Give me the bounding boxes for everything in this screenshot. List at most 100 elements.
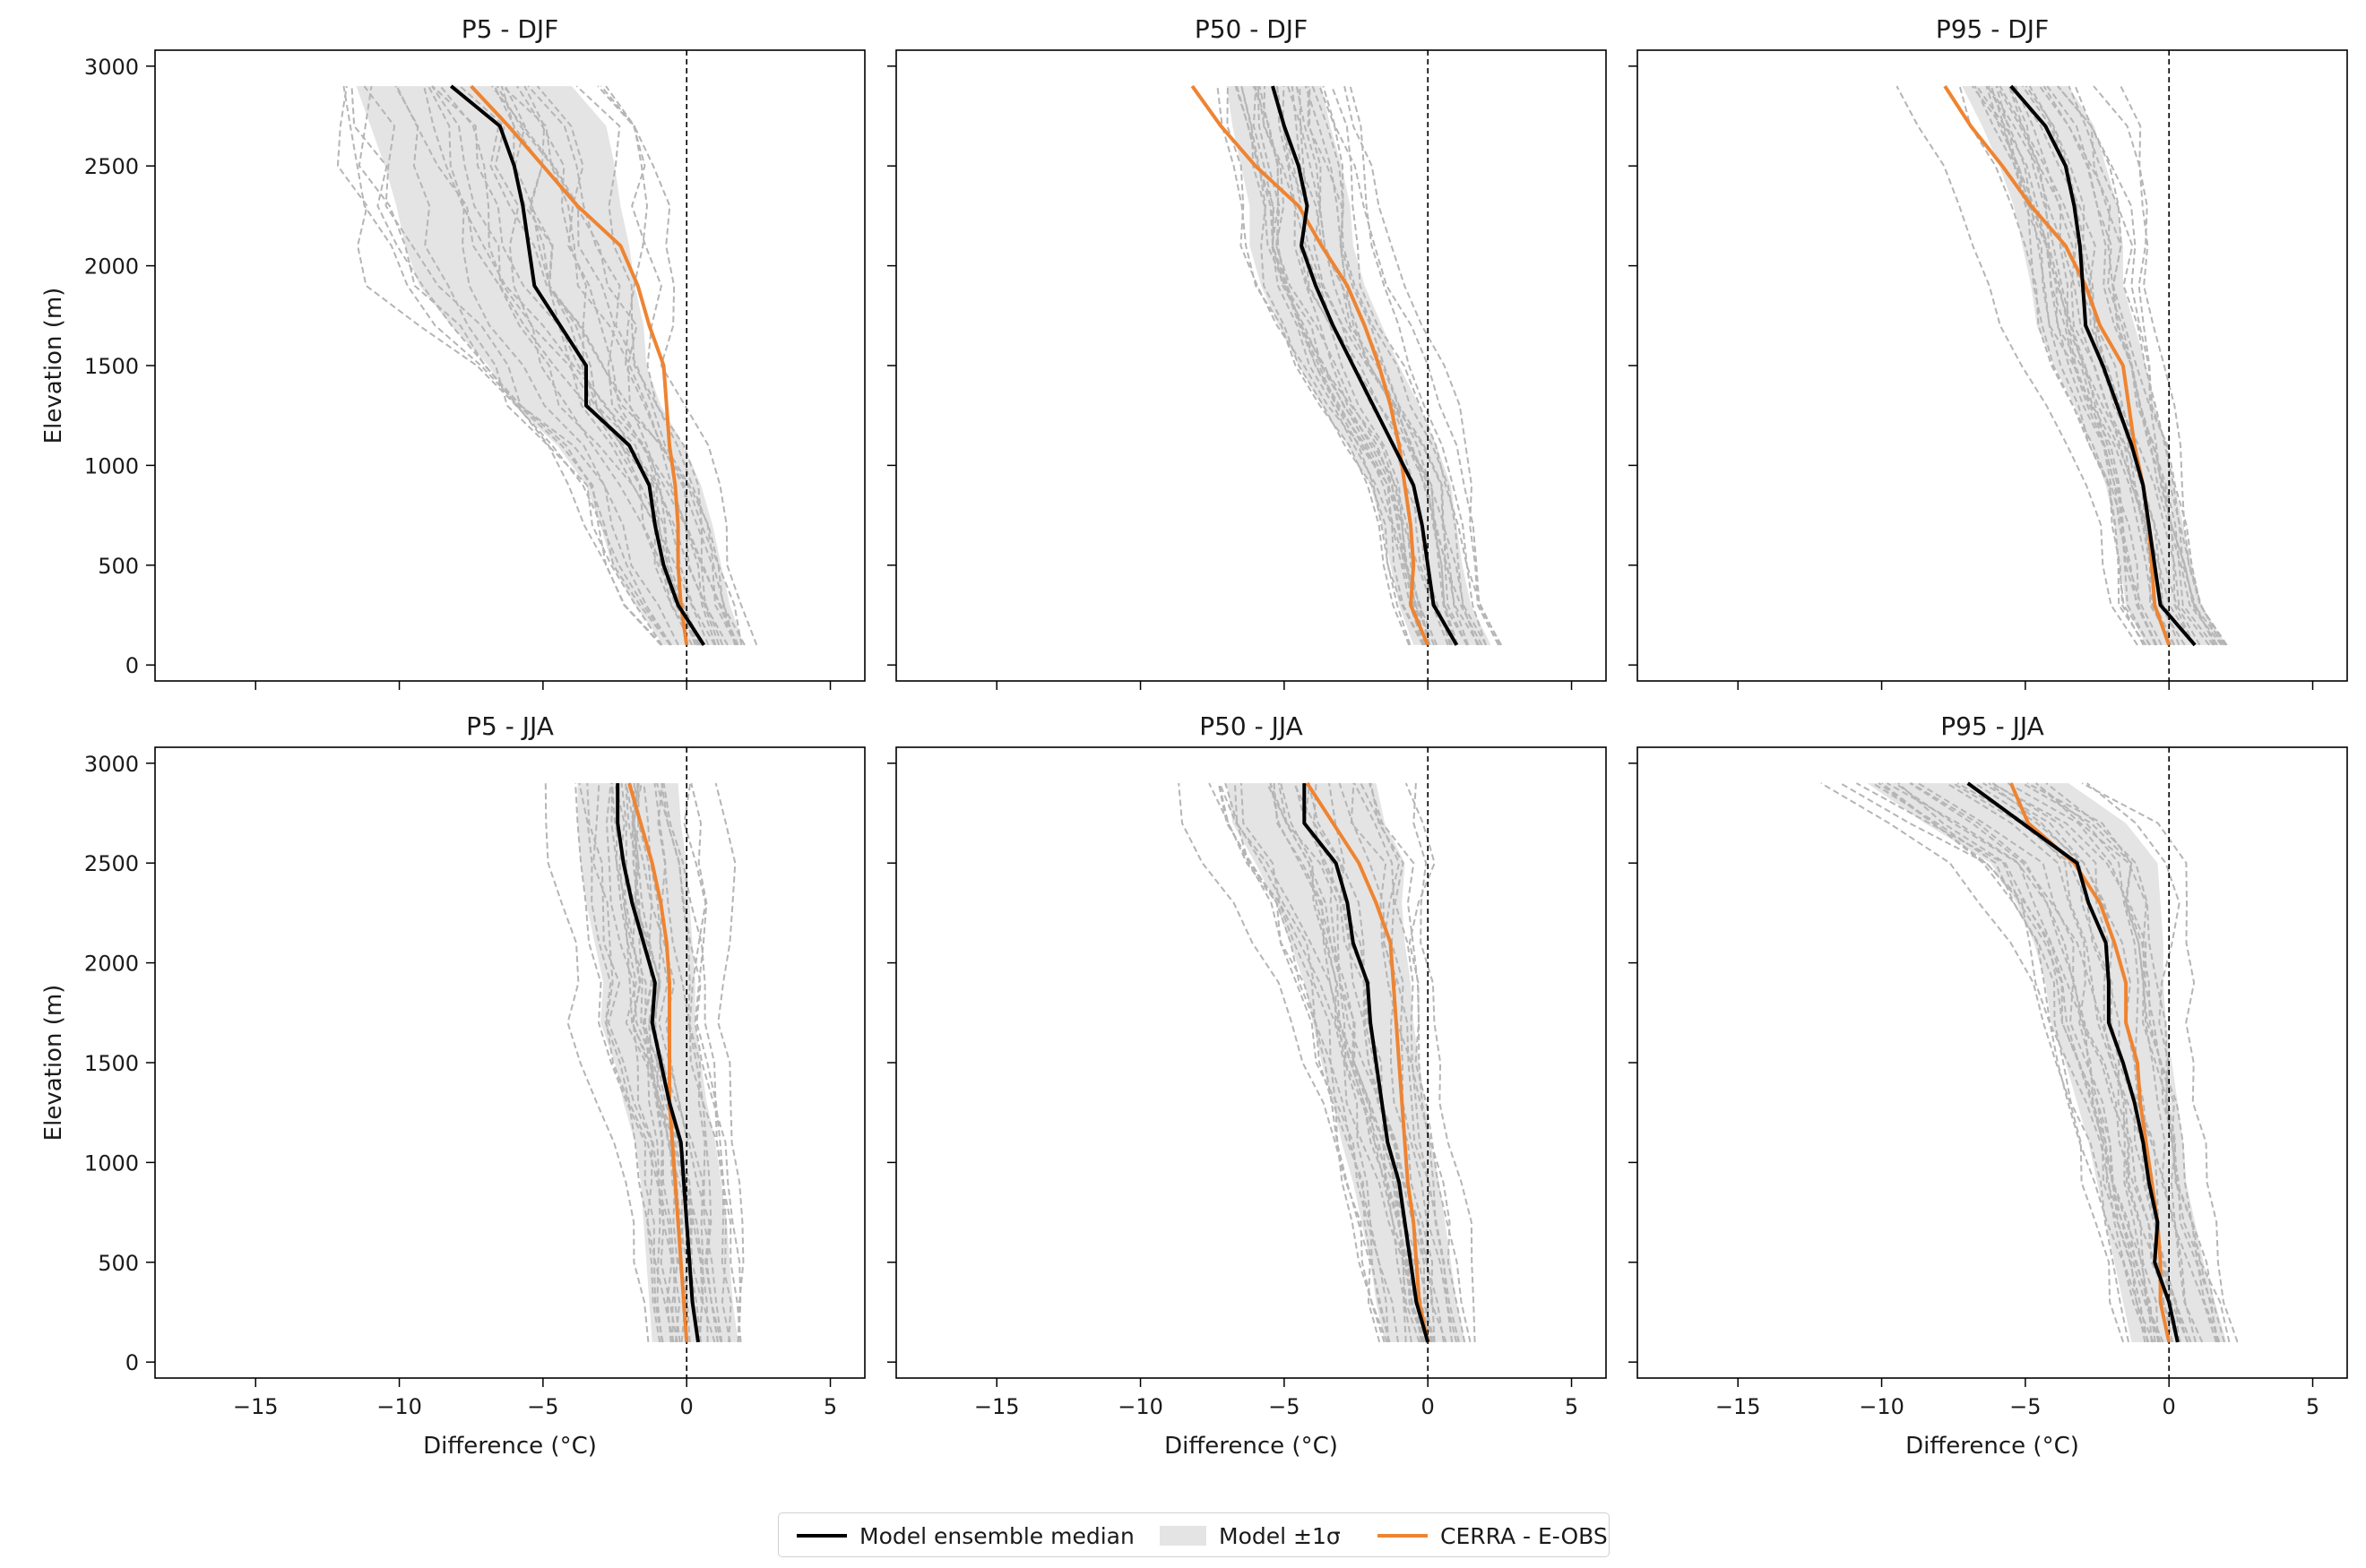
y-tick-label: 0 bbox=[125, 653, 139, 678]
panel-title: P95 - JJA bbox=[1940, 711, 2044, 741]
x-tick-label: −15 bbox=[1715, 1394, 1761, 1419]
legend-label-median: Model ensemble median bbox=[859, 1522, 1135, 1549]
member-line bbox=[1208, 782, 1389, 1342]
y-tick-label: 2000 bbox=[84, 952, 139, 977]
y-tick-label: 2500 bbox=[84, 851, 139, 876]
member-line bbox=[1299, 86, 1468, 646]
y-tick-label: 500 bbox=[98, 554, 139, 579]
member-line bbox=[2081, 782, 2239, 1343]
member-line bbox=[2007, 782, 2221, 1343]
member-line bbox=[1956, 782, 2180, 1343]
x-tick-label: −10 bbox=[376, 1394, 422, 1419]
x-tick-label: −5 bbox=[2009, 1394, 2041, 1419]
x-tick-label: −5 bbox=[1268, 1394, 1300, 1419]
member-line bbox=[500, 85, 703, 646]
member-line bbox=[1218, 782, 1390, 1343]
member-line bbox=[2042, 85, 2215, 646]
x-tick-label: −5 bbox=[527, 1394, 558, 1419]
member-line bbox=[2026, 782, 2197, 1343]
legend-swatch-spread bbox=[1160, 1526, 1206, 1546]
member-line bbox=[2013, 85, 2210, 646]
reference-line bbox=[1190, 84, 1430, 646]
reference-line bbox=[470, 84, 689, 646]
member-line bbox=[1412, 783, 1476, 1342]
spread-band bbox=[356, 86, 745, 645]
panel-2: P50 - DJF bbox=[887, 14, 1607, 690]
member-line bbox=[1217, 782, 1388, 1343]
member-line bbox=[394, 85, 663, 646]
member-line bbox=[2008, 85, 2157, 646]
member-line bbox=[586, 783, 661, 1343]
member-line bbox=[1895, 782, 2156, 1343]
panel-title: P5 - JJA bbox=[466, 711, 554, 741]
y-tick-label: 3000 bbox=[84, 752, 139, 777]
member-line bbox=[336, 85, 672, 646]
panel-title: P5 - DJF bbox=[462, 14, 559, 44]
legend-swatch-median bbox=[797, 1534, 847, 1538]
reference-line bbox=[1943, 85, 2172, 646]
x-tick-label: 0 bbox=[680, 1394, 694, 1419]
member-line bbox=[491, 85, 724, 646]
member-line bbox=[620, 782, 678, 1343]
x-tick-label: 5 bbox=[824, 1394, 837, 1419]
median-line bbox=[1271, 85, 1459, 646]
member-line bbox=[575, 85, 737, 646]
y-tick-label: 2500 bbox=[84, 154, 139, 179]
member-line bbox=[1946, 782, 2149, 1343]
member-line bbox=[1331, 85, 1501, 646]
y-tick-label: 3000 bbox=[84, 55, 139, 80]
member-line bbox=[1897, 782, 2164, 1343]
member-line bbox=[527, 85, 746, 646]
member-line bbox=[615, 783, 663, 1343]
member-line bbox=[1273, 783, 1391, 1343]
member-line bbox=[657, 782, 723, 1343]
member-line bbox=[1256, 85, 1431, 646]
member-line bbox=[496, 85, 702, 646]
member-line bbox=[1349, 85, 1487, 646]
panel-1: P5 - DJF 0 500 1000 1500 2000 2500 3000 Elevatio… bbox=[40, 14, 866, 690]
member-line bbox=[2035, 782, 2204, 1343]
x-axis-label: Difference (°C) bbox=[1164, 1433, 1338, 1460]
member-line bbox=[661, 782, 732, 1342]
median-line bbox=[1966, 781, 2180, 1343]
panel-5: P50 - JJA −15 −10 −5 0 5 Difference (°C) bbox=[887, 711, 1607, 1460]
member-line bbox=[610, 783, 678, 1342]
member-line bbox=[1909, 782, 2153, 1342]
y-tick-label: 1500 bbox=[84, 1051, 139, 1076]
member-line bbox=[625, 782, 719, 1343]
spread-band bbox=[1867, 783, 2227, 1342]
plot-area bbox=[1178, 747, 1476, 1378]
panel-title: P95 - DJF bbox=[1936, 14, 2049, 44]
y-tick-label: 2000 bbox=[84, 254, 139, 280]
member-line bbox=[1982, 782, 2180, 1342]
spread-band bbox=[1226, 86, 1491, 645]
member-line bbox=[1917, 782, 2162, 1343]
panel-title: P50 - JJA bbox=[1199, 711, 1303, 741]
x-tick-label: −15 bbox=[974, 1394, 1020, 1419]
member-line bbox=[1350, 783, 1466, 1343]
x-axis-label: Difference (°C) bbox=[1905, 1433, 2079, 1460]
member-line bbox=[2034, 782, 2189, 1343]
member-line bbox=[1277, 782, 1420, 1343]
reference-line bbox=[627, 782, 689, 1343]
x-tick-label: −10 bbox=[1118, 1394, 1163, 1419]
member-line bbox=[1216, 85, 1411, 646]
legend-item-spread: Model ±1σ bbox=[1160, 1513, 1341, 1558]
legend-item-median: Model ensemble median bbox=[797, 1513, 1135, 1558]
member-line bbox=[1881, 782, 2150, 1343]
plot-area bbox=[1190, 50, 1502, 681]
member-line bbox=[1269, 782, 1434, 1343]
member-line bbox=[350, 86, 662, 646]
member-line bbox=[1304, 85, 1487, 646]
x-tick-label: 0 bbox=[2163, 1394, 2176, 1419]
member-line bbox=[1999, 85, 2151, 646]
member-line bbox=[1308, 782, 1426, 1343]
member-line bbox=[395, 85, 710, 646]
y-axis-label: Elevation (m) bbox=[40, 985, 67, 1142]
member-line bbox=[1975, 85, 2172, 646]
member-line bbox=[358, 85, 671, 646]
legend-item-reference: CERRA - E-OBS bbox=[1377, 1513, 1608, 1558]
member-line bbox=[342, 85, 663, 646]
member-line bbox=[493, 85, 721, 646]
member-line bbox=[2120, 85, 2228, 646]
